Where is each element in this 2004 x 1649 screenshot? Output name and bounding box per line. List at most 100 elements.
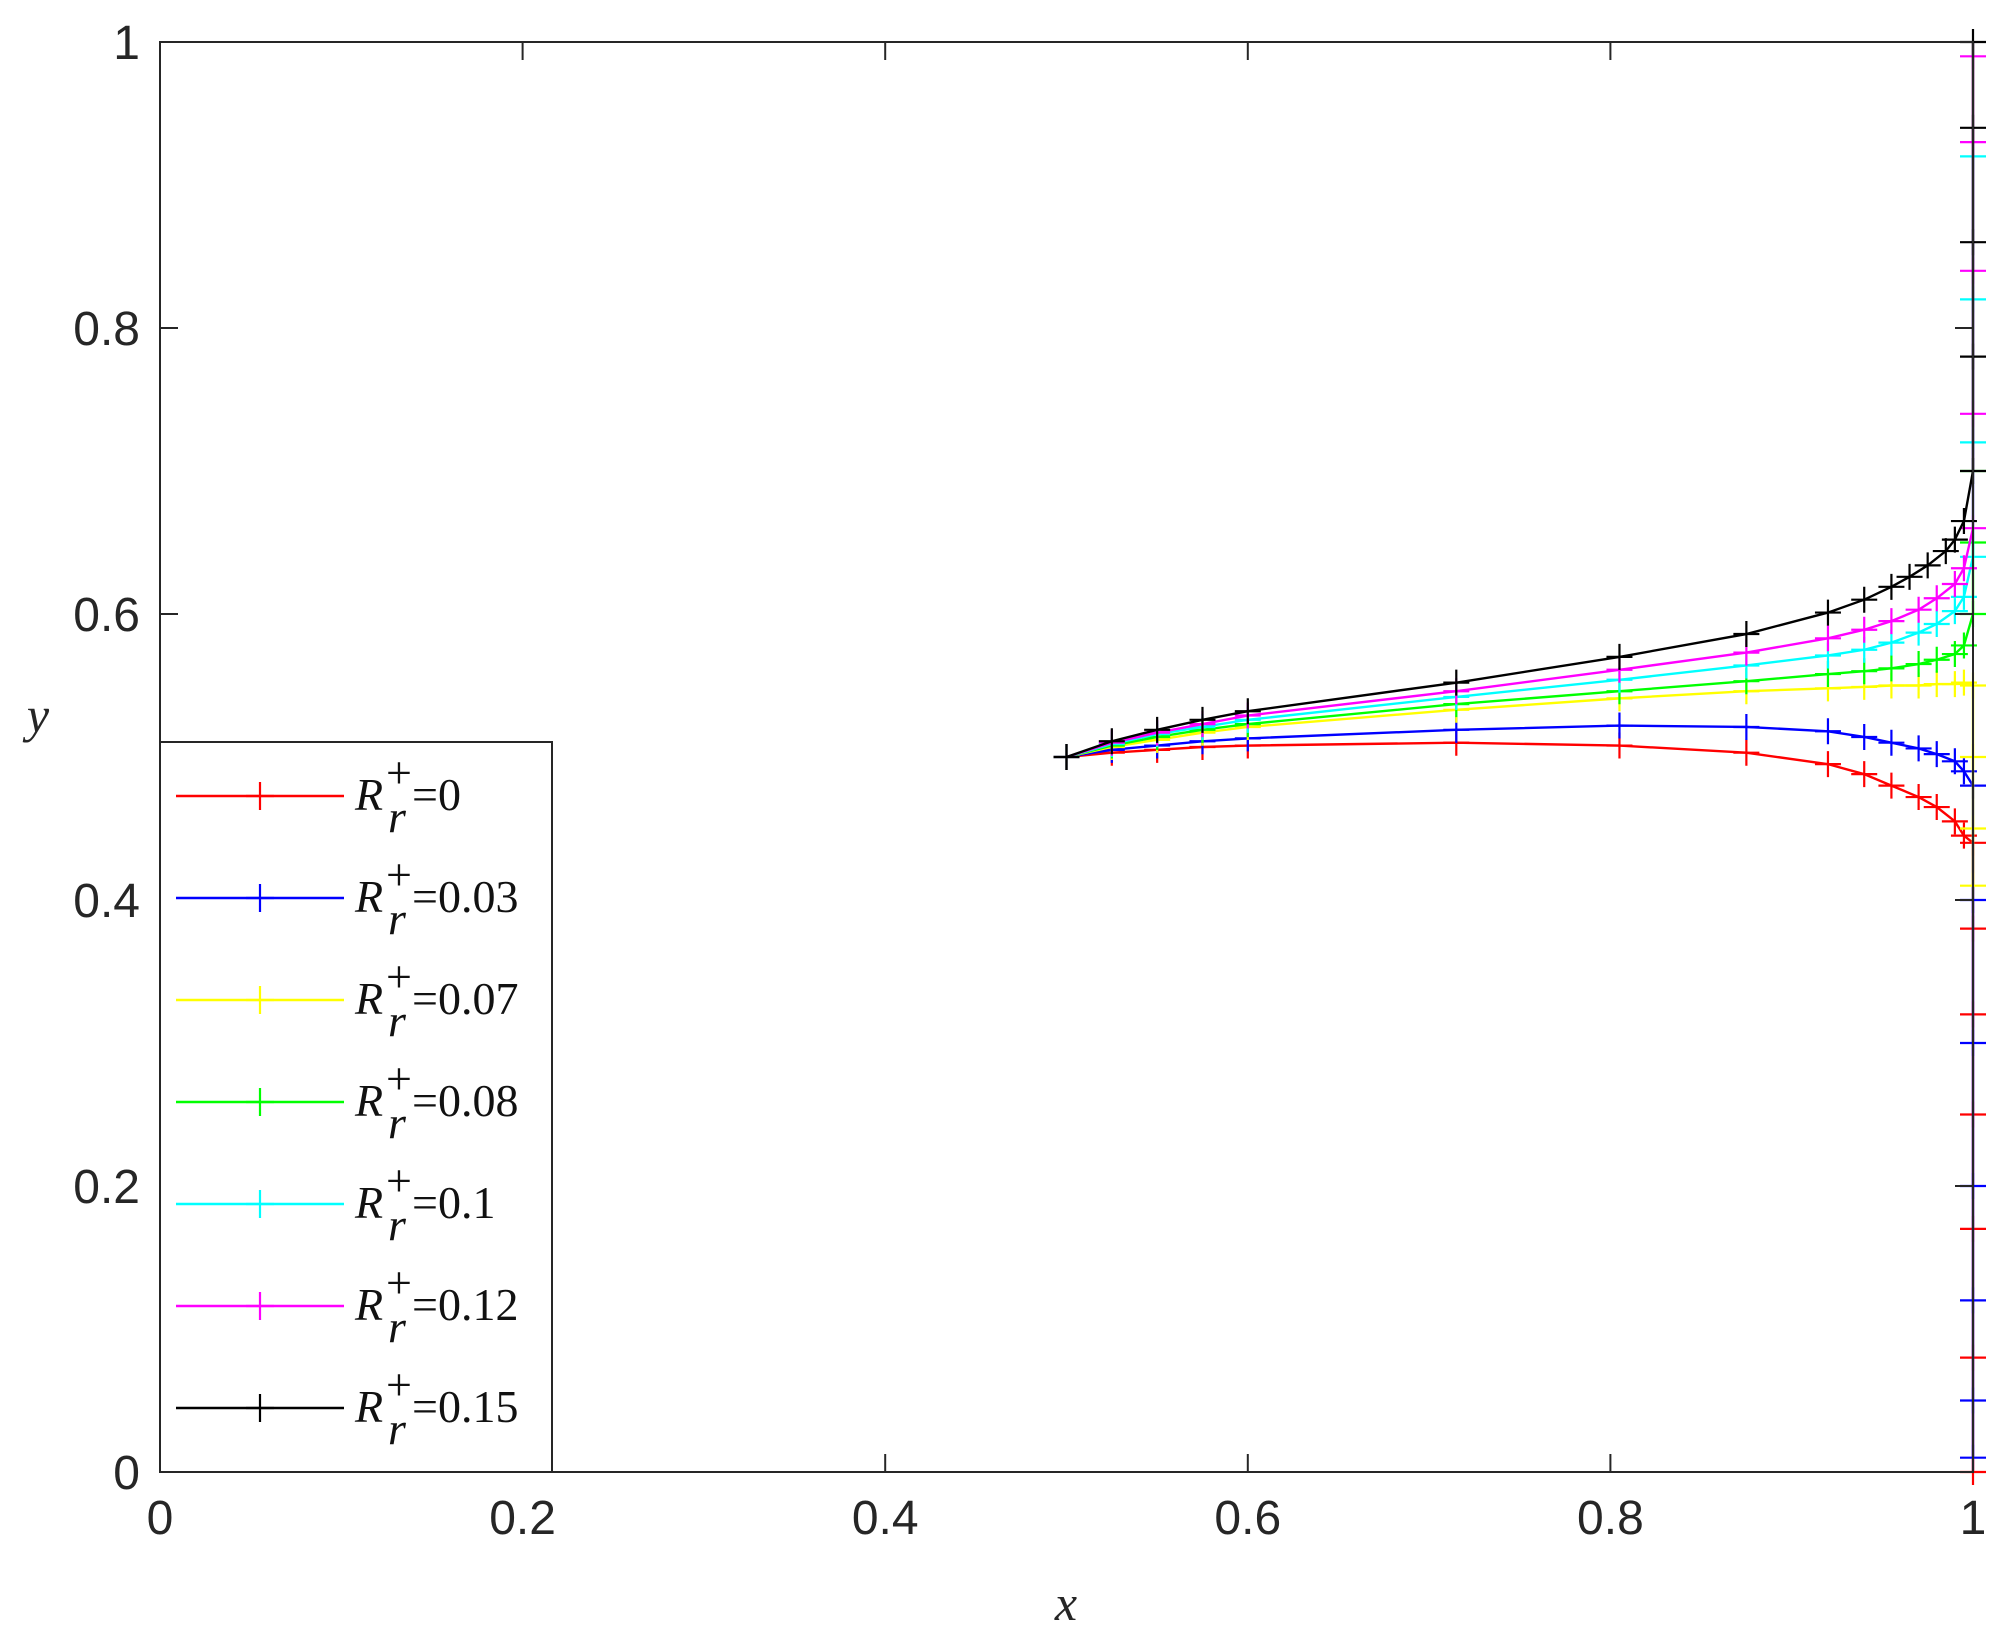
data-point-marker	[1878, 608, 1905, 635]
data-point-marker	[1878, 655, 1905, 682]
legend-symbol: R	[354, 1177, 383, 1228]
data-point-marker	[1923, 646, 1950, 673]
series-line	[1066, 56, 1975, 759]
legend-item: R +r =0.08	[176, 1053, 518, 1148]
data-point-marker	[1941, 598, 1968, 625]
legend-superscript: +	[386, 1257, 412, 1308]
legend-symbol: R	[354, 1381, 383, 1432]
legend-marker	[246, 986, 274, 1014]
legend-value: =0.08	[412, 1075, 518, 1126]
series-line	[1066, 471, 1975, 759]
data-point-marker	[1896, 563, 1923, 590]
x-tick-label: 0.6	[1214, 1492, 1281, 1545]
legend-value: =0.12	[412, 1279, 518, 1330]
data-point-marker	[1914, 552, 1941, 579]
data-point-marker	[1851, 616, 1878, 643]
legend-box	[159, 741, 553, 1473]
data-point-marker	[1905, 619, 1932, 646]
data-point-marker	[1923, 794, 1950, 821]
data-point-marker	[1878, 573, 1905, 600]
legend-symbol: R	[354, 1279, 383, 1330]
legend-value: =0.07	[412, 973, 518, 1024]
data-point-marker	[1606, 643, 1633, 670]
data-point-marker	[1851, 586, 1878, 613]
data-point-marker	[1189, 706, 1216, 733]
ticks-layer: 0 0.2 0.4 0.6 0.8 1 0 0.2 0.4 0.6 0.8 1	[73, 17, 1986, 1545]
data-point-marker	[1098, 728, 1125, 755]
legend-superscript: +	[386, 1053, 412, 1104]
legend-value: =0.03	[412, 871, 518, 922]
legend-item: R +r =0.1	[176, 1155, 495, 1250]
data-point-marker	[1878, 772, 1905, 799]
data-point-marker	[1814, 718, 1841, 745]
legend: R +r =0R +r =0.03R +r =0.07R +r =0.08R +r =0.1R +r =…	[159, 741, 553, 1473]
series-line	[1066, 156, 1975, 759]
x-tick-label: 0.2	[489, 1492, 556, 1545]
series-group	[1053, 29, 1986, 770]
series-line	[1066, 741, 1975, 1472]
data-point-marker	[1814, 625, 1841, 652]
legend-symbol: R	[354, 1075, 383, 1126]
legend-subscript: r	[388, 1301, 407, 1352]
legend-value: =0.1	[412, 1177, 495, 1228]
data-point-marker	[1923, 741, 1950, 768]
legend-superscript: +	[386, 1155, 412, 1206]
y-tick-label: 0	[113, 1447, 140, 1500]
legend-marker	[246, 1394, 274, 1422]
legend-symbol: R	[354, 871, 383, 922]
data-point-marker	[1941, 808, 1968, 835]
data-point-marker	[1733, 713, 1760, 740]
y-tick-label: 0.6	[73, 589, 140, 642]
data-point-marker	[1905, 784, 1932, 811]
legend-marker	[246, 1190, 274, 1218]
legend-subscript: r	[388, 1097, 407, 1148]
series-group	[1053, 712, 1986, 1471]
legend-subscript: r	[388, 791, 407, 842]
series-layer	[1053, 29, 1986, 1485]
legend-marker	[246, 782, 274, 810]
y-tick-label: 1	[113, 17, 140, 70]
legend-superscript: +	[386, 951, 412, 1002]
legend-subscript: r	[388, 893, 407, 944]
legend-item: R +r =0	[176, 747, 461, 842]
legend-superscript: +	[386, 1359, 412, 1410]
legend-subscript: r	[388, 1199, 407, 1250]
x-tick-label: 1	[1960, 1492, 1987, 1545]
data-point-marker	[1851, 723, 1878, 750]
series-group	[1053, 669, 1986, 899]
series-group	[1053, 143, 1986, 770]
x-tick-label: 0.8	[1577, 1492, 1644, 1545]
legend-item: R +r =0.03	[176, 849, 518, 944]
data-point-marker	[1733, 621, 1760, 648]
series-group	[1053, 43, 1986, 770]
data-point-marker	[1234, 698, 1261, 725]
data-point-marker	[1905, 596, 1932, 623]
legend-superscript: +	[386, 849, 412, 900]
y-tick-label: 0.2	[73, 1161, 140, 1214]
series-group	[1053, 729, 1986, 1485]
data-point-marker	[1851, 761, 1878, 788]
legend-symbol: R	[354, 769, 383, 820]
legend-item: R +r =0.12	[176, 1257, 518, 1352]
legend-item: R +r =0.15	[176, 1359, 518, 1454]
data-point-marker	[1053, 744, 1080, 770]
legend-value: =0.15	[412, 1381, 518, 1432]
data-point-marker	[1941, 526, 1968, 553]
y-axis-label: y	[22, 687, 50, 743]
data-point-marker	[1923, 585, 1950, 612]
x-tick-label: 0	[147, 1492, 174, 1545]
data-point-marker	[1814, 599, 1841, 626]
x-axis-label: x	[1054, 1575, 1077, 1631]
data-point-marker	[1905, 651, 1932, 678]
data-point-marker	[1923, 611, 1950, 638]
legend-marker	[246, 884, 274, 912]
data-point-marker	[1733, 739, 1760, 766]
legend-subscript: r	[388, 995, 407, 1046]
legend-superscript: +	[386, 747, 412, 798]
legend-symbol: R	[354, 973, 383, 1024]
data-point-marker	[1606, 712, 1633, 739]
legend-items: R +r =0R +r =0.03R +r =0.07R +r =0.08R +r =0.1R +r =…	[176, 747, 518, 1454]
legend-marker	[246, 1292, 274, 1320]
